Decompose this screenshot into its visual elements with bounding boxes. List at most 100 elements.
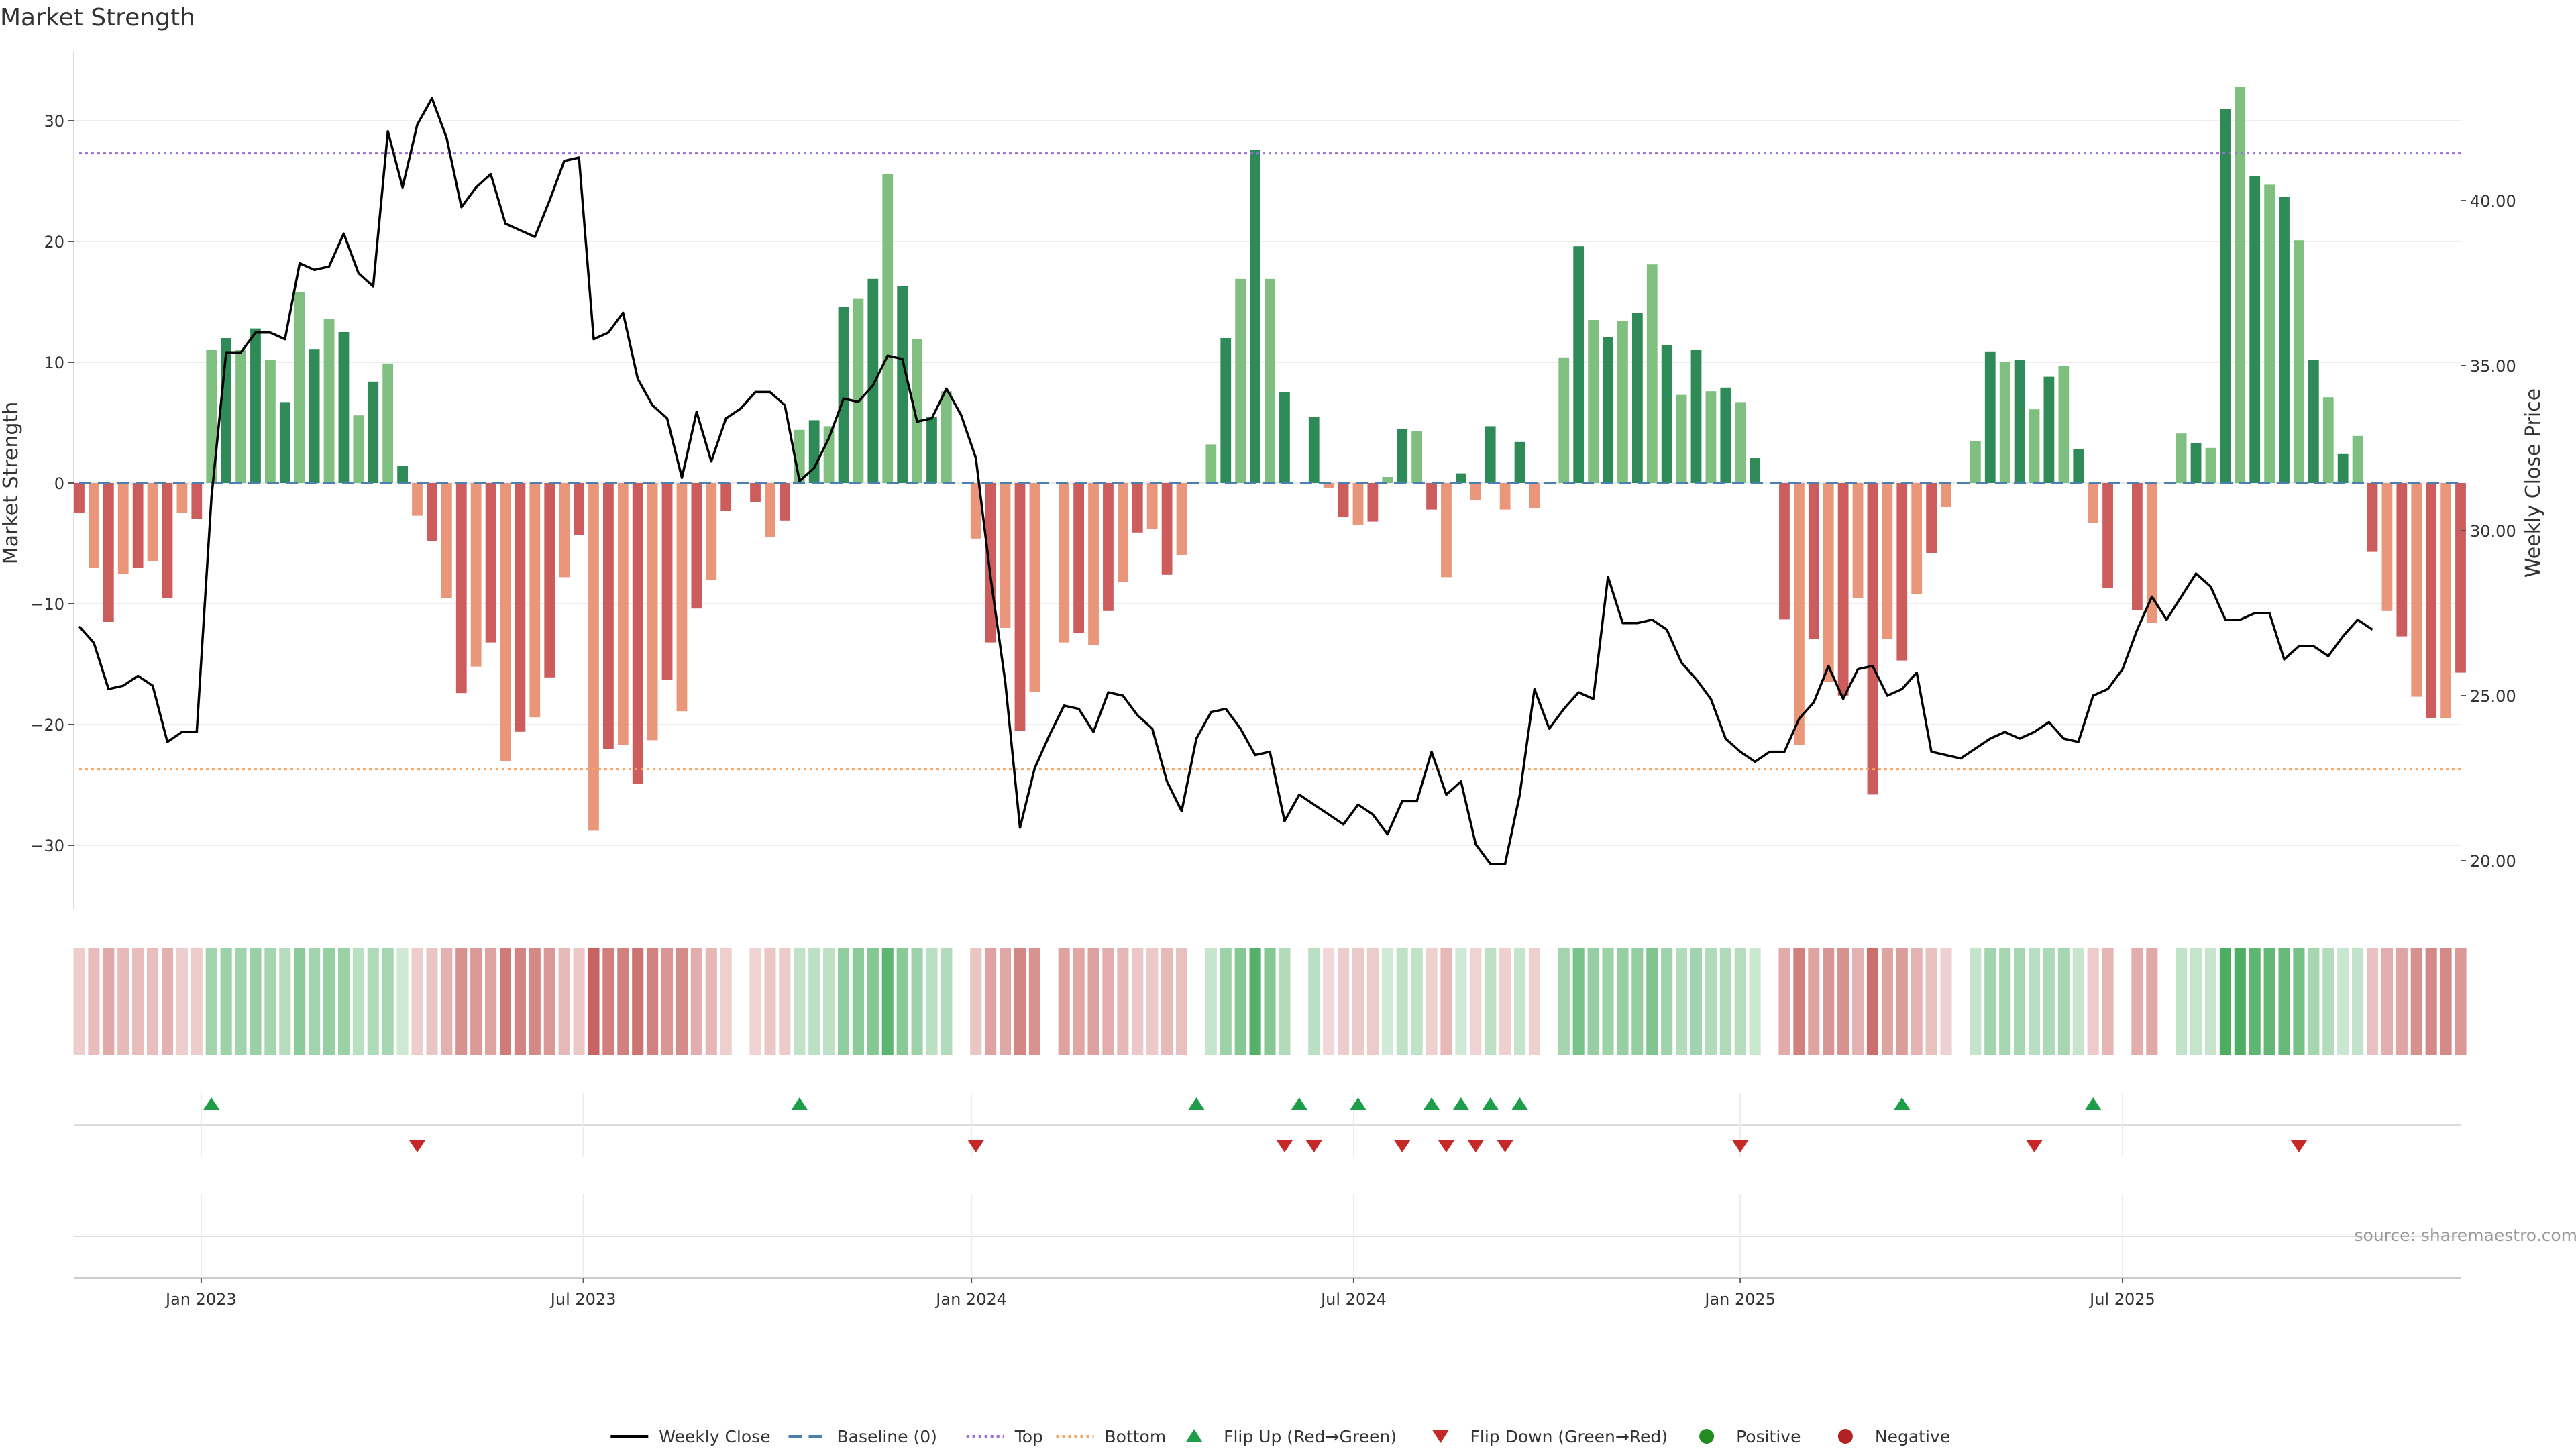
heat-cell-negative	[441, 948, 453, 1055]
bar-negative	[117, 483, 129, 574]
bar-negative	[1103, 483, 1114, 611]
heat-cell-positive	[352, 948, 364, 1055]
bar-negative	[1176, 483, 1187, 555]
heat-cell-positive	[1705, 948, 1717, 1055]
heat-cell-positive	[2057, 948, 2070, 1055]
heat-cell-positive	[1764, 948, 1776, 1055]
y-tick-label: −20	[30, 716, 64, 735]
heat-cell-positive	[955, 948, 967, 1055]
bar-positive	[2337, 453, 2349, 483]
bar-negative	[89, 483, 99, 568]
bar-positive	[882, 174, 894, 483]
heat-cell-negative	[1000, 948, 1012, 1055]
heat-cell-negative	[2440, 948, 2452, 1055]
heat-cell-negative	[529, 948, 541, 1055]
heat-cell-positive	[1587, 948, 1599, 1055]
bar-positive	[1485, 426, 1496, 483]
bar-positive	[2235, 87, 2246, 484]
bar-positive	[1750, 458, 1761, 483]
heat-cell-positive	[1220, 948, 1232, 1055]
heat-cell-negative	[1426, 948, 1438, 1055]
heat-cell-negative	[1866, 948, 1879, 1055]
bar-negative	[603, 483, 614, 749]
heat-cell-negative	[1470, 948, 1482, 1055]
heat-cell-negative	[1940, 948, 1952, 1055]
flip-up-marker	[1452, 1097, 1469, 1110]
bar-negative	[1941, 483, 1951, 507]
heat-cell-positive	[2219, 948, 2231, 1055]
bar-positive	[353, 415, 364, 483]
bar-positive	[368, 381, 379, 483]
heat-cell-positive	[1734, 948, 1746, 1055]
x-tick-label: Jul 2023	[549, 1290, 616, 1309]
bar-negative	[147, 483, 158, 561]
heat-cell-negative	[1102, 948, 1114, 1055]
bar-negative	[1882, 483, 1893, 639]
y2-tick-label: 20.00	[2470, 852, 2516, 871]
legend-label: Flip Up (Red→Green)	[1224, 1427, 1397, 1446]
bar-negative	[1808, 483, 1819, 639]
bar-negative	[2146, 483, 2157, 623]
bar-negative	[765, 483, 775, 537]
legend-item: Positive	[1699, 1427, 1801, 1446]
bar-negative	[1867, 483, 1878, 795]
heat-cell-negative	[661, 948, 674, 1055]
bar-positive	[941, 391, 952, 483]
bar-positive	[808, 420, 820, 483]
bar-positive	[897, 286, 908, 483]
heat-cell-positive	[250, 948, 262, 1055]
bar-positive	[2352, 435, 2363, 483]
heat-cell-positive	[1249, 948, 1261, 1055]
heat-cell-negative	[1087, 948, 1099, 1055]
bar-negative	[750, 483, 761, 502]
bar-positive	[1220, 338, 1232, 483]
heat-cell-negative	[1352, 948, 1364, 1055]
bar-positive	[1514, 441, 1525, 483]
bar-positive	[250, 328, 261, 483]
bar-positive	[1250, 150, 1260, 483]
heat-cell-positive	[1690, 948, 1703, 1055]
heat-cell-negative	[1808, 948, 1820, 1055]
flip-down-marker	[1438, 1140, 1454, 1152]
heat-cell-positive	[1984, 948, 1996, 1055]
bar-negative	[2426, 483, 2437, 718]
heat-cell-positive	[926, 948, 938, 1055]
bar-positive	[1984, 351, 1996, 483]
flip-down-marker	[1305, 1140, 1322, 1152]
bar-positive	[279, 402, 290, 483]
heat-cell-negative	[588, 948, 600, 1055]
heat-cell-negative	[2455, 948, 2467, 1055]
bar-negative	[1000, 483, 1011, 628]
bar-negative	[2088, 483, 2099, 523]
heat-cell-negative	[1117, 948, 1129, 1055]
heat-cell-negative	[455, 948, 468, 1055]
y-tick-label: 10	[44, 354, 64, 372]
bar-positive	[235, 350, 246, 483]
heat-cell-positive	[735, 948, 747, 1055]
bar-negative	[661, 483, 673, 680]
legend-item: Bottom	[1056, 1427, 1166, 1446]
flip-down-marker	[1394, 1140, 1411, 1152]
bar-positive	[1970, 441, 1981, 483]
flip-up-marker	[203, 1097, 220, 1110]
heat-cell-positive	[2043, 948, 2055, 1055]
bar-positive	[1573, 246, 1585, 483]
legend-item: Negative	[1837, 1427, 1950, 1446]
bar-negative	[1338, 483, 1349, 517]
heat-cell-positive	[911, 948, 923, 1055]
heat-cell-positive	[1308, 948, 1320, 1055]
heat-cell-positive	[1749, 948, 1761, 1055]
heat-cell-negative	[720, 948, 732, 1055]
heat-cell-negative	[1175, 948, 1188, 1055]
reference-lines	[79, 152, 2461, 771]
bar-positive	[1279, 392, 1290, 483]
heat-cell-positive	[2234, 948, 2246, 1055]
bar-positive	[2014, 360, 2025, 483]
strength-bars	[74, 87, 2466, 831]
heat-cell-negative	[73, 948, 85, 1055]
bar-negative	[1794, 483, 1805, 745]
heat-cell-negative	[1132, 948, 1144, 1055]
bar-negative	[1352, 483, 1364, 525]
heat-cell-negative	[1323, 948, 1335, 1055]
heat-cell-negative	[88, 948, 100, 1055]
